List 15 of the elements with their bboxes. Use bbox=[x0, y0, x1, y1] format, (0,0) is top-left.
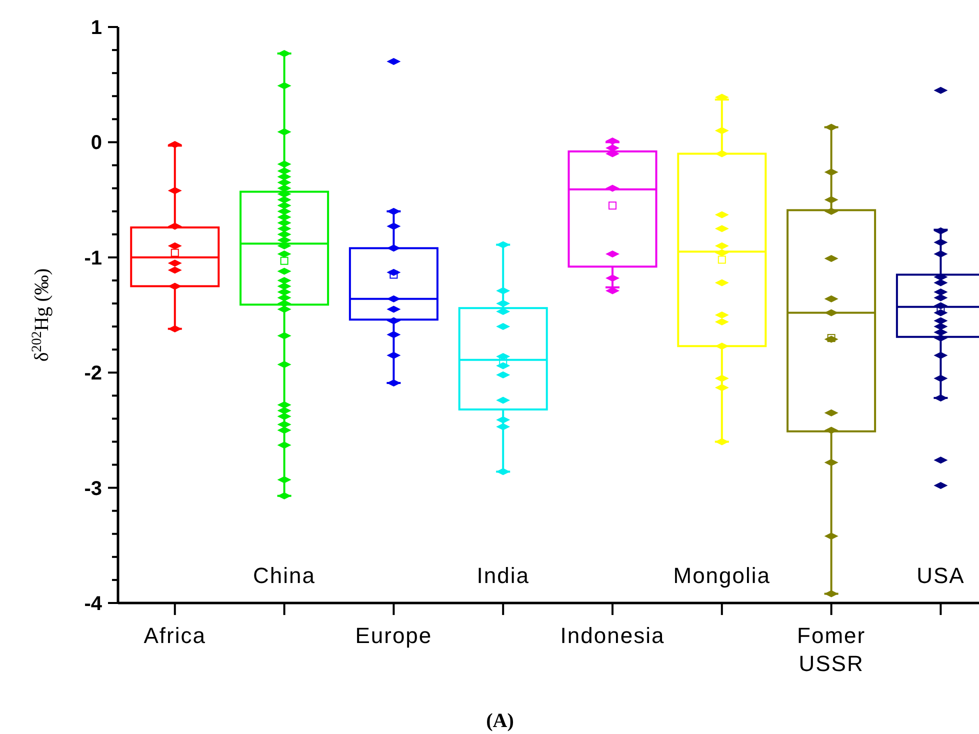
x-tick-label: Indonesia bbox=[560, 623, 665, 648]
y-tick-label: -3 bbox=[84, 478, 102, 500]
x-tick-label: Mongolia bbox=[673, 563, 771, 588]
x-tick-label: Europe bbox=[355, 623, 432, 648]
y-tick-label: -4 bbox=[84, 593, 103, 615]
x-tick-label: Africa bbox=[144, 623, 206, 648]
y-tick-label: -1 bbox=[84, 247, 102, 270]
text: (A) bbox=[486, 710, 514, 732]
y-tick-label: 1 bbox=[90, 17, 102, 39]
x-tick-label: USA bbox=[916, 563, 965, 588]
y-tick-label: -2 bbox=[84, 362, 102, 385]
y-tick-label: 0 bbox=[90, 132, 102, 154]
x-tick-label: Fomer USSR bbox=[797, 623, 866, 676]
x-tick-label: India bbox=[476, 563, 530, 588]
x-tick-label: China bbox=[253, 563, 316, 588]
